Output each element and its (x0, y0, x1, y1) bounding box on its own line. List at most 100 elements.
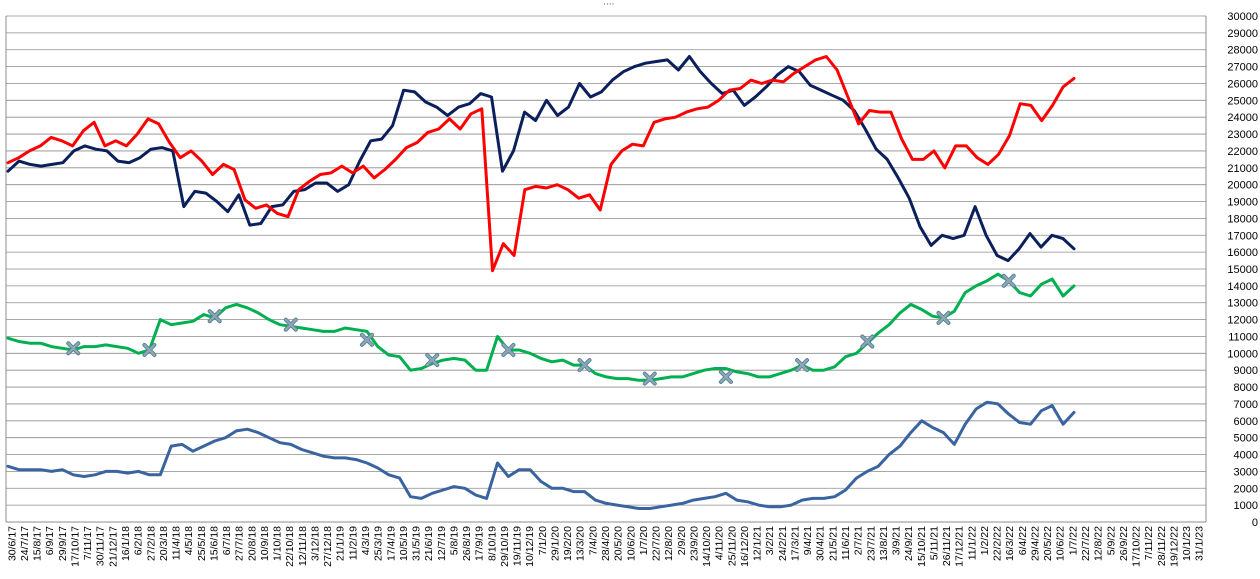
x-tick-label: 22/7/22 (1080, 526, 1092, 561)
x-tick-label: 25/3/19 (373, 526, 385, 561)
x-tick-label: 1/7/20 (638, 526, 650, 555)
y-tick-label: 28000 (1227, 45, 1258, 57)
x-tick-label: 29/4/22 (1029, 526, 1041, 561)
y-tick-label: 14000 (1227, 281, 1258, 293)
x-tick-label: 21/6/19 (423, 526, 435, 561)
y-tick-label: 23000 (1227, 129, 1258, 141)
x-tick-label: 15/6/18 (208, 526, 220, 561)
gridlines (6, 15, 1206, 523)
x-tick-label: 22/10/18 (284, 526, 296, 567)
series-marker (425, 353, 440, 368)
series-marker (207, 309, 222, 324)
y-tick-label: 10000 (1227, 348, 1258, 360)
x-tick-label: 20/5/20 (613, 526, 625, 561)
series-marker (642, 371, 657, 386)
x-tick-label: 12/1/21 (752, 526, 764, 561)
y-axis-tick-labels: 0 1000 2000 3000 4000 5000 6000 7000 8000 9000 100… (1227, 11, 1258, 529)
x-tick-label: 30/6/17 (6, 526, 18, 561)
x-tick-label: 4/5/18 (183, 526, 195, 555)
x-tick-label: 11/2/19 (347, 526, 359, 560)
x-tick-label: 29/1/20 (549, 526, 561, 561)
x-tick-label: 16/1/18 (120, 526, 132, 561)
x-tick-label: 10/6/22 (1055, 526, 1067, 561)
x-tick-label: 11/1/22 (966, 526, 978, 560)
x-tick-label: 3/9/21 (891, 526, 903, 555)
x-tick-label: 26/9/22 (1118, 526, 1130, 561)
y-tick-label: 1000 (1234, 500, 1258, 512)
y-tick-label: 24000 (1227, 112, 1258, 124)
x-tick-label: 8/10/19 (486, 526, 498, 561)
x-tick-label: 12/8/22 (1093, 526, 1105, 561)
x-tick-label: 10/9/18 (259, 526, 271, 561)
x-tick-label: 16/3/22 (1004, 526, 1016, 561)
x-tick-label: 9/4/21 (802, 526, 814, 555)
x-tick-label: 12/7/19 (436, 526, 448, 561)
resize-grip-icon[interactable]: ···· (603, 0, 614, 10)
x-tick-label: 4/3/19 (360, 526, 372, 555)
y-tick-label: 4000 (1234, 450, 1258, 462)
x-tick-label: 20/8/18 (246, 526, 258, 561)
y-tick-label: 6000 (1234, 416, 1258, 428)
x-tick-label: 12/8/20 (663, 526, 675, 561)
x-tick-label: 30/4/21 (815, 526, 827, 561)
x-tick-label: 7/4/20 (587, 526, 599, 555)
x-tick-label: 4/11/20 (714, 526, 726, 560)
x-tick-label: 20/5/22 (1042, 526, 1054, 561)
y-tick-label: 17000 (1227, 230, 1258, 242)
x-tick-label: 19/11/19 (512, 526, 524, 566)
y-tick-label: 9000 (1234, 365, 1258, 377)
axes (5, 16, 1207, 523)
x-tick-label: 28/4/20 (600, 526, 612, 561)
x-tick-label: 29/9/17 (57, 526, 69, 561)
x-tick-label: 11/4/18 (171, 526, 183, 560)
x-tick-label: 7/11/17 (82, 526, 94, 560)
x-tick-label: 3/12/18 (309, 526, 321, 561)
y-tick-label: 18000 (1227, 213, 1258, 225)
x-tick-label: 13/8/21 (878, 526, 890, 561)
y-tick-label: 16000 (1227, 247, 1258, 259)
series-line-dark_navy (6, 55, 1076, 263)
series-marker (1001, 273, 1016, 288)
x-tick-label: 1/2/22 (979, 526, 991, 555)
x-tick-label: 26/11/21 (941, 526, 953, 566)
x-tick-label: 23/7/21 (865, 526, 877, 561)
y-tick-label: 26000 (1227, 78, 1258, 90)
y-tick-label: 7000 (1234, 399, 1258, 411)
x-axis-tick-labels: 30/6/17 24/7/17 15/8/17 6/9/17 29/9/17 17/10/… (6, 526, 1205, 567)
x-tick-label: 17/4/19 (385, 526, 397, 561)
series-line-red (6, 55, 1076, 273)
x-tick-label: 25/11/20 (726, 526, 738, 566)
x-tick-label: 31/5/19 (411, 526, 423, 561)
x-tick-label: 2/7/21 (853, 526, 865, 555)
series-marker (359, 332, 374, 347)
series-line-green (6, 272, 1076, 382)
x-tick-label: 22/2/22 (992, 526, 1004, 561)
y-tick-label: 3000 (1234, 466, 1258, 478)
x-tick-label: 6/2/18 (133, 526, 145, 555)
x-tick-label: 10/1/23 (1181, 526, 1193, 561)
x-tick-label: 29/10/19 (499, 526, 511, 567)
series-marker (860, 334, 875, 349)
series-marker (142, 342, 157, 357)
x-tick-label: 15/8/17 (32, 526, 44, 561)
x-tick-label: 2/9/20 (676, 526, 688, 555)
x-tick-label: 19/2/20 (562, 526, 574, 561)
x-tick-label: 5/8/19 (448, 526, 460, 555)
y-tick-label: 27000 (1227, 62, 1258, 74)
x-tick-label: 10/6/20 (625, 526, 637, 561)
x-tick-label: 24/9/21 (903, 526, 915, 561)
x-tick-label: 17/12/21 (954, 526, 966, 567)
x-tick-label: 1/7/22 (1067, 526, 1079, 555)
x-tick-label: 6/7/18 (221, 526, 233, 555)
y-tick-label: 5000 (1234, 433, 1258, 445)
x-tick-label: 6/4/22 (1017, 526, 1029, 555)
x-tick-label: 17/10/17 (69, 526, 81, 567)
series-lines (6, 55, 1076, 510)
y-tick-label: 25000 (1227, 95, 1258, 107)
x-tick-label: 14/10/20 (701, 526, 713, 567)
x-tick-label: 25/5/18 (196, 526, 208, 561)
y-tick-label: 2000 (1234, 483, 1258, 495)
x-tick-label: 21/1/19 (335, 526, 347, 561)
x-tick-label: 15/10/21 (916, 526, 928, 567)
